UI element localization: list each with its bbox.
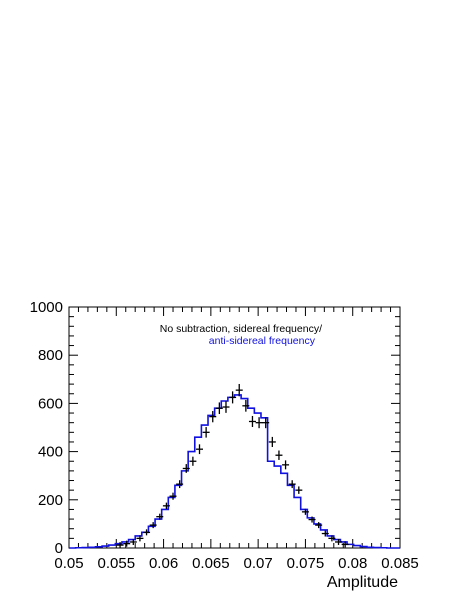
x-tick-label: 0.075 [287,555,325,572]
data-point [202,427,210,438]
data-point [136,535,144,542]
data-points [116,383,349,549]
histogram-line [69,394,400,549]
data-point [321,530,329,537]
data-point [189,456,197,466]
x-tick-label: 0.06 [149,555,178,572]
data-point [182,464,190,473]
x-tick-label: 0.065 [192,555,230,572]
data-point [143,529,151,536]
plot-frame [68,306,401,549]
legend-line-2: anti-sidereal frequency [209,335,316,347]
x-tick-label: 0.055 [98,555,136,572]
data-point [288,480,296,489]
data-point [116,542,124,549]
data-point [215,402,223,415]
data-point [308,516,316,523]
x-tick-label: 0.07 [244,555,273,572]
data-point [176,480,184,489]
data-point [328,535,336,542]
data-point [262,417,270,429]
y-tick-label: 800 [38,347,63,364]
y-tick-label: 200 [38,492,63,509]
x-tick-label: 0.08 [338,555,367,572]
data-point [222,401,230,413]
x-tick-label: 0.05 [54,555,83,572]
y-tick-label: 0 [55,540,63,557]
data-point [149,522,157,529]
data-point [275,450,283,460]
data-point [295,486,303,494]
legend-line-1: No subtraction, sidereal frequency/ [160,323,322,335]
data-point [268,436,276,448]
y-tick-label: 400 [38,444,63,461]
data-point [242,399,250,412]
data-point [209,411,217,423]
data-point [196,444,204,455]
data-point [162,502,170,510]
y-tick-label: 1000 [30,299,63,316]
data-point [129,538,137,545]
data-point [248,415,256,427]
data-point [335,538,343,545]
data-point [341,541,349,548]
data-point [169,492,177,500]
data-point [123,540,131,547]
data-point [301,508,309,515]
data-point [156,513,164,520]
data-point [235,383,243,397]
axis-tick-labels: 0.05 0.055 0.06 0.065 0.07 0.075 0.08 0.085 0 200… [30,299,419,572]
y-tick-label: 600 [38,395,63,412]
data-point [315,522,323,529]
data-point [229,391,237,404]
x-axis-label: Amplitude [327,574,398,591]
x-tick-label: 0.085 [381,555,419,572]
data-point [255,417,263,429]
data-point [282,460,290,470]
